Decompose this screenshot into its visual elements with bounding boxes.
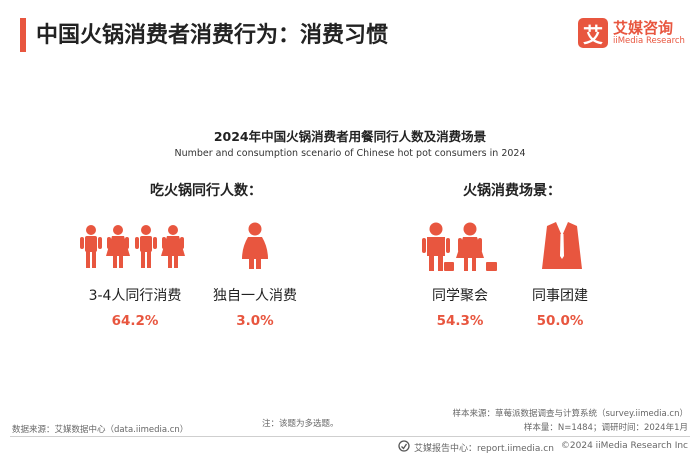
copyright: ©2024 iiMedia Research Inc	[560, 441, 688, 451]
iimedia-logo: 艾 艾媒咨询 iiMedia Research	[578, 18, 685, 48]
single-person-icon	[242, 222, 268, 269]
item-label-alone: 独自一人消费	[213, 288, 297, 304]
sample-source: 样本来源：草莓派数据调查与计算系统（survey.iimedia.cn）	[452, 409, 688, 419]
multi-select-note: 注：该题为多选题。	[262, 419, 339, 429]
business-suit-icon	[542, 222, 582, 269]
page-title: 中国火锅消费者消费行为：消费习惯	[36, 23, 389, 48]
item-value-group: 64.2%	[111, 313, 159, 329]
item-value-alone: 3.0%	[236, 313, 274, 329]
item-value-colleagues: 50.0%	[536, 313, 584, 329]
item-label-classmates: 同学聚会	[432, 288, 488, 304]
footer-divider	[10, 436, 690, 437]
logo-mark-icon: 艾	[578, 18, 608, 48]
sample-info: 样本量：N=1484；调研时间：2024年1月	[523, 423, 688, 433]
item-value-classmates: 54.3%	[436, 313, 484, 329]
section-title-companions: 吃火锅同行人数：	[150, 183, 262, 199]
title-accent-bar	[20, 18, 26, 52]
classmates-icon	[422, 222, 497, 271]
item-label-group: 3-4人同行消费	[88, 288, 182, 304]
figure-subtitle: Number and consumption scenario of Chine…	[174, 148, 526, 159]
logo-english-name: iiMedia Research	[613, 35, 685, 46]
section-title-scenarios: 火锅消费场景：	[463, 183, 561, 199]
logo-chinese-name: 艾媒咨询	[613, 18, 674, 37]
report-center-link[interactable]: 艾媒报告中心：report.iimedia.cn	[414, 444, 554, 454]
data-source: 数据来源：艾媒数据中心（data.iimedia.cn）	[12, 425, 189, 435]
item-label-colleagues: 同事团建	[532, 288, 588, 304]
report-center-icon	[398, 440, 410, 452]
figure-title: 2024年中国火锅消费者用餐同行人数及消费场景	[213, 129, 487, 144]
family-group-icon	[80, 225, 185, 268]
